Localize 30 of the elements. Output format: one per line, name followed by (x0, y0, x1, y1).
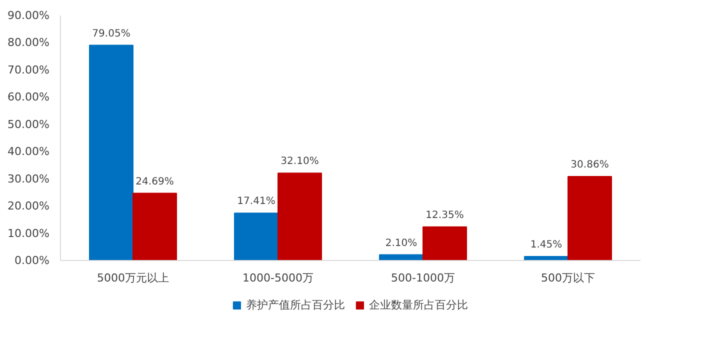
bar (89, 44, 134, 260)
y-tick-label: 30.00% (8, 172, 50, 186)
y-tick-label: 70.00% (8, 63, 50, 76)
bar (234, 212, 278, 260)
bar (422, 226, 467, 260)
y-tick-label: 10.00% (8, 226, 50, 240)
data-label: 30.86% (570, 159, 609, 170)
legend-label: 企业数量所占百分比 (369, 298, 468, 312)
y-tick-label: 50.00% (8, 118, 50, 131)
data-label: 32.10% (280, 156, 319, 168)
bar (132, 192, 177, 260)
data-label: 24.69% (136, 176, 174, 188)
x-tick-label: 5000万元以上 (97, 272, 170, 284)
legend-label: 养护产值所占百分比 (246, 298, 345, 312)
y-tick-label: 40.00% (8, 145, 50, 158)
bar (568, 176, 612, 260)
data-label: 12.35% (426, 210, 464, 221)
data-label: 79.05% (92, 28, 130, 40)
y-tick-label: 90.00% (8, 9, 50, 22)
x-tick-label: 1000-5000万 (242, 272, 314, 284)
x-tick-label: 500-1000万 (391, 272, 455, 284)
y-tick-label: 0.00% (14, 254, 50, 267)
data-label: 2.10% (385, 238, 418, 249)
y-tick-label: 60.00% (8, 90, 50, 104)
data-label: 17.41% (237, 196, 276, 208)
data-label: 1.45% (530, 240, 562, 251)
y-tick-label: 20.00% (8, 200, 50, 213)
y-tick-label: 80.00% (8, 36, 50, 50)
x-tick-label: 500万以下 (541, 272, 595, 284)
bar (278, 172, 322, 260)
